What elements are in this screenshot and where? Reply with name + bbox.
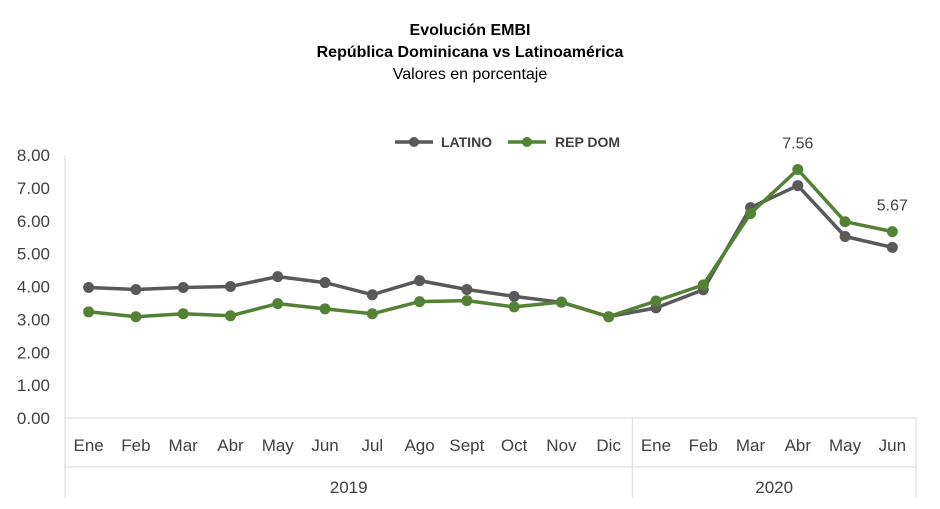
legend-swatch-marker <box>409 137 419 147</box>
data-point <box>83 281 95 293</box>
axes: 0.00 1.00 2.00 3.00 4.00 5.00 6.00 7.00 8.00 Ene F… <box>17 146 917 498</box>
y-tick-label: 5.00 <box>17 245 50 264</box>
legend-item: LATINO <box>395 134 492 150</box>
y-tick-label: 6.00 <box>17 212 50 231</box>
data-point <box>224 310 236 322</box>
x-tick-label: Abr <box>785 436 812 455</box>
legend-label: LATINO <box>441 134 492 150</box>
x-tick-label: Jul <box>361 436 383 455</box>
data-point <box>366 289 378 301</box>
legend-item: REP DOM <box>508 134 620 150</box>
x-tick-label: Sept <box>449 436 484 455</box>
data-label: 5.67 <box>877 198 908 215</box>
x-tick-label: Jun <box>879 436 906 455</box>
y-tick-label: 4.00 <box>17 278 50 297</box>
data-point <box>83 306 95 318</box>
data-point <box>319 303 331 315</box>
data-point <box>414 296 426 308</box>
x-tick-label: Mar <box>169 436 199 455</box>
series-latino <box>83 180 898 323</box>
x-tick-label: Dic <box>596 436 621 455</box>
data-labels: 7.56 5.67 <box>782 135 908 214</box>
chart-title: Evolución EMBI <box>410 22 531 39</box>
data-point <box>792 180 804 192</box>
data-point <box>130 283 142 295</box>
series-line <box>88 167 893 319</box>
data-point <box>508 301 520 313</box>
data-point <box>603 311 615 323</box>
data-point <box>272 271 284 283</box>
data-point <box>272 298 284 310</box>
series-line <box>88 183 893 319</box>
data-point <box>414 275 426 287</box>
data-point <box>461 295 473 307</box>
x-tick-label: Oct <box>501 436 528 455</box>
x-tick-label: Ene <box>74 436 104 455</box>
y-tick-label: 0.00 <box>17 409 50 428</box>
x-tick-label: Abr <box>217 436 244 455</box>
x-tick-label: Feb <box>689 436 718 455</box>
data-point <box>366 308 378 320</box>
x-tick-label: Feb <box>121 436 150 455</box>
data-point <box>697 279 709 291</box>
data-point <box>508 290 520 302</box>
y-tick-label: 8.00 <box>17 146 50 165</box>
x-tick-label: May <box>262 436 295 455</box>
data-point <box>224 281 236 292</box>
series-layer <box>83 163 898 323</box>
chart-units-note: Valores en porcentaje <box>393 66 548 83</box>
data-point <box>319 277 331 289</box>
legend: LATINO REP DOM <box>395 134 620 150</box>
y-tick-label: 7.00 <box>17 179 50 198</box>
data-point <box>177 308 189 320</box>
chart-subtitle: República Dominicana vs Latinoamérica <box>317 44 624 61</box>
data-point <box>177 281 189 293</box>
x-tick-label: Ene <box>641 436 671 455</box>
data-point <box>745 208 757 220</box>
y-tick-label: 3.00 <box>17 310 50 329</box>
legend-swatch-marker <box>522 137 532 147</box>
year-group-label: 2020 <box>755 478 793 497</box>
x-tick-label: Jun <box>311 436 338 455</box>
data-point <box>650 295 662 307</box>
series-rep-dom <box>83 163 898 323</box>
y-tick-label: 1.00 <box>17 376 50 395</box>
data-point <box>130 311 142 323</box>
x-tick-label: Mar <box>736 436 766 455</box>
x-tick-label: Nov <box>546 436 577 455</box>
data-point <box>792 163 804 175</box>
data-point <box>555 296 567 308</box>
data-label: 7.56 <box>782 135 813 152</box>
data-point <box>886 241 898 253</box>
data-point <box>839 216 851 228</box>
y-tick-label: 2.00 <box>17 343 50 362</box>
data-point <box>461 283 473 295</box>
x-tick-label: May <box>829 436 862 455</box>
x-tick-label: Ago <box>404 436 434 455</box>
legend-label: REP DOM <box>555 134 620 150</box>
data-point <box>886 226 898 238</box>
data-point <box>839 231 851 243</box>
year-group-label: 2019 <box>330 478 368 497</box>
